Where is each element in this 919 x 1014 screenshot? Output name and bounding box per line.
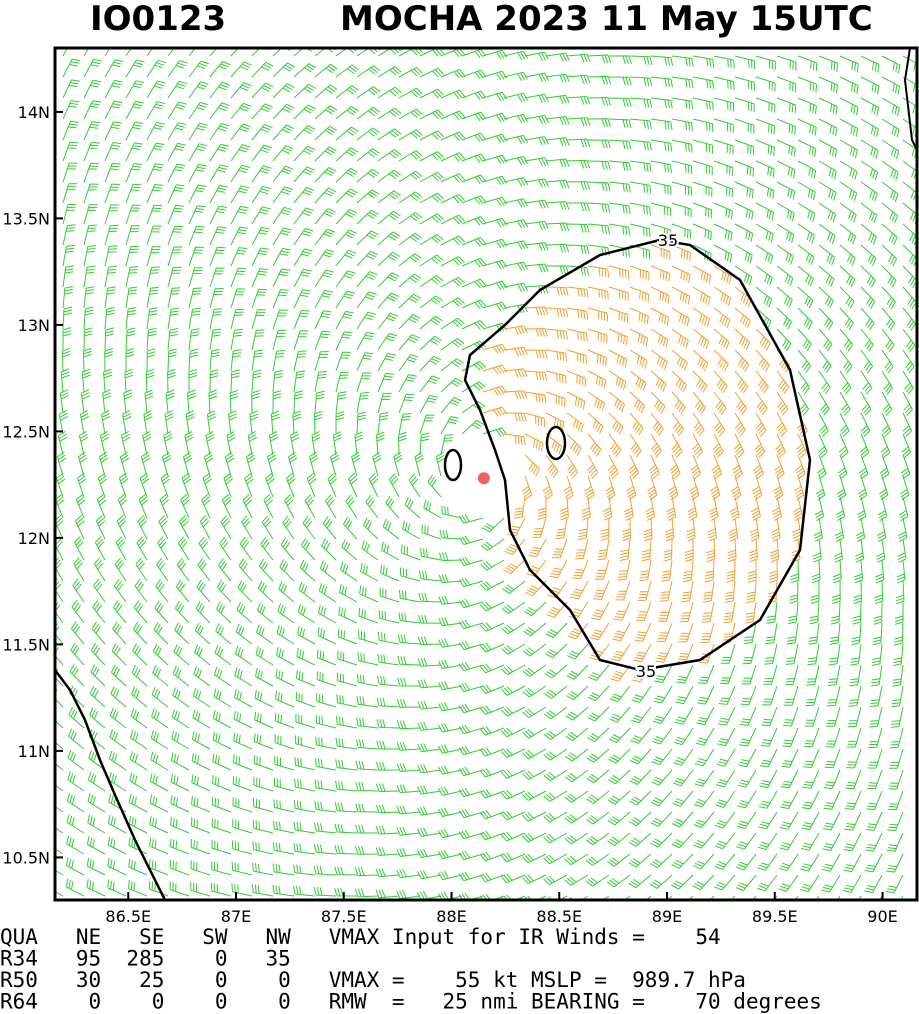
inner-contour <box>443 448 463 482</box>
summary-line: R34 95 285 0 35 <box>0 947 291 971</box>
y-tick-label: 11N <box>18 742 50 761</box>
contour-label: 35 <box>658 231 678 250</box>
wind-barbs <box>55 48 917 900</box>
x-tick-label: 89E <box>652 907 682 926</box>
coast <box>55 669 167 900</box>
y-tick-label: 13.5N <box>2 209 50 228</box>
y-tick-label: 12N <box>18 529 50 548</box>
coast <box>903 48 917 151</box>
barbs-orange <box>482 244 808 683</box>
y-tick-label: 10.5N <box>2 848 50 867</box>
contour-label: 35 <box>636 662 656 681</box>
x-tick-label: 88.5E <box>536 907 582 926</box>
y-tick-label: 12.5N <box>2 422 50 441</box>
x-tick-label: 90E <box>867 907 897 926</box>
plot-frame <box>53 46 919 902</box>
summary-table: QUA NE SE SW NW VMAX Input for IR Winds … <box>0 925 822 1014</box>
storm-title: MOCHA 2023 11 May 15UTC <box>340 0 873 39</box>
axes: 86.5E 87E 87.5E 88E 88.5E 89E 89.5E 90E 10.5N 11N… <box>2 103 897 926</box>
storm-center <box>477 472 490 485</box>
y-tick-label: 11.5N <box>2 635 50 654</box>
summary-line: QUA NE SE SW NW VMAX Input for IR Winds … <box>0 925 721 949</box>
y-tick-label: 14N <box>18 103 50 122</box>
storm-id: IO0123 <box>90 0 226 39</box>
x-tick-label: 89.5E <box>752 907 798 926</box>
r34-contour <box>463 238 812 672</box>
inner-contour <box>545 425 567 461</box>
barbs-green <box>55 48 917 900</box>
x-tick-label: 87.5E <box>321 907 367 926</box>
coastline <box>55 48 917 900</box>
summary-line: R50 30 25 0 0 VMAX = 55 kt MSLP = 989.7 … <box>0 968 746 992</box>
y-tick-label: 13N <box>18 316 50 335</box>
summary-line: R64 0 0 0 0 RMW = 25 nmi BEARING = 70 de… <box>0 990 822 1014</box>
x-tick-label: 88E <box>436 907 466 926</box>
x-tick-label: 87E <box>221 907 251 926</box>
x-tick-label: 86.5E <box>105 907 151 926</box>
